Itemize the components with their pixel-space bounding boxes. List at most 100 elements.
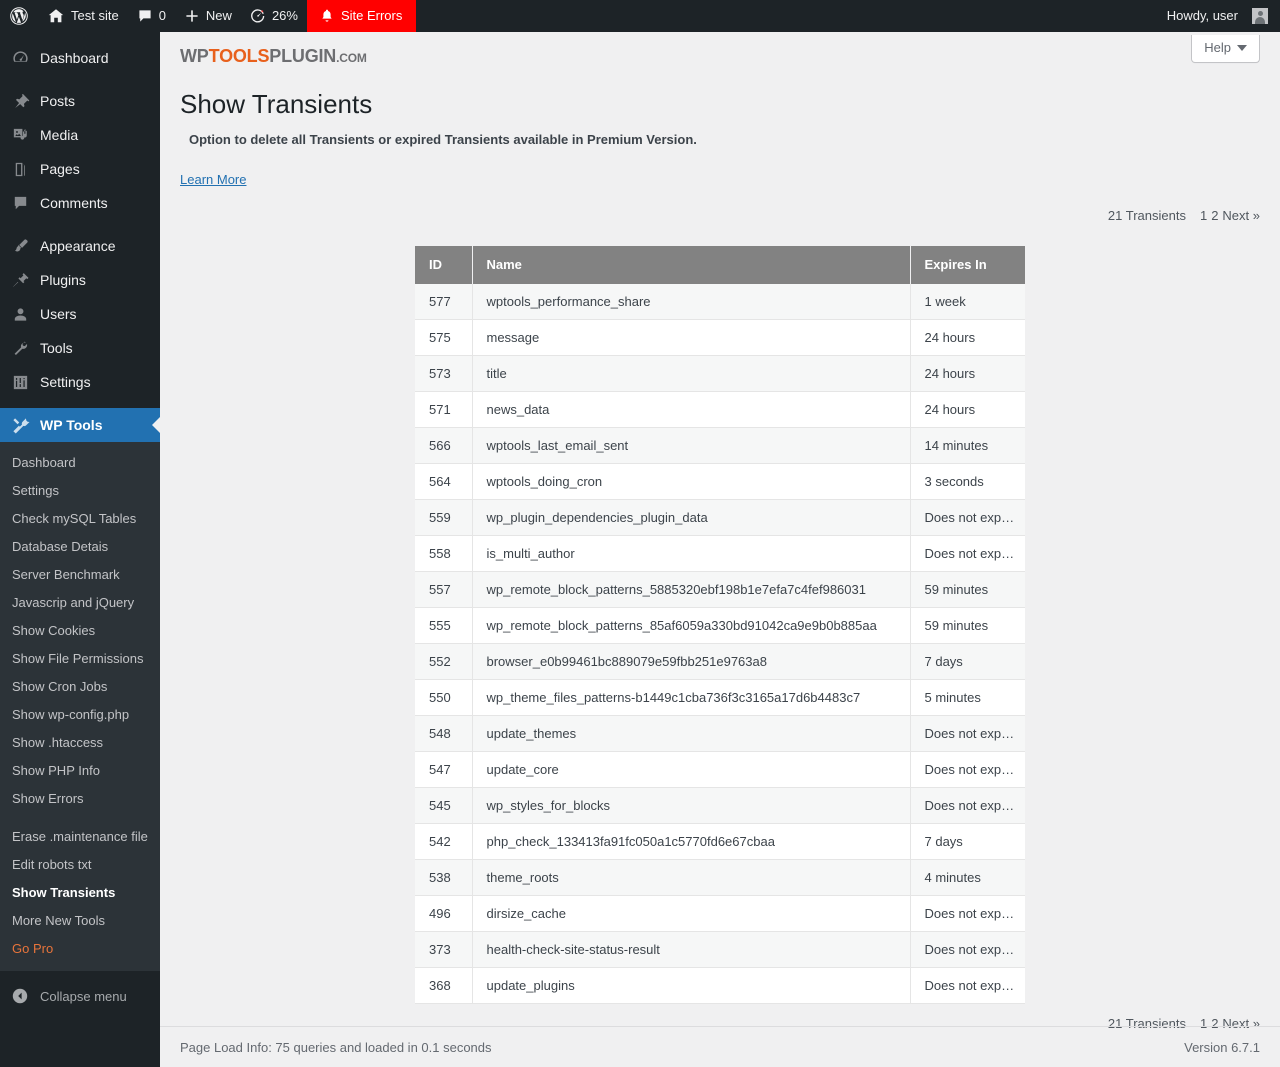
content-area: Help WPTOOLSPLUGIN.COM Show Transients O…: [160, 32, 1280, 1067]
admin-footer: Page Load Info: 75 queries and loaded in…: [160, 1026, 1280, 1067]
sidebar-item-label: Settings: [40, 374, 91, 390]
submenu-item-show-wp-config[interactable]: Show wp-config.php: [12, 707, 130, 722]
cell-expires-in: 7 days: [910, 643, 1025, 681]
sidebar-item-dashboard[interactable]: Dashboard: [0, 41, 160, 75]
new-content-menu[interactable]: New: [175, 0, 241, 32]
cell-id: 571: [415, 391, 473, 429]
brand-part-wp: WP: [180, 46, 209, 66]
sliders-icon: [10, 372, 30, 392]
table-row: 573 title 24 hours: [415, 355, 1025, 393]
sidebar-item-users[interactable]: Users: [0, 297, 160, 331]
page-1-link[interactable]: 1: [1199, 208, 1208, 224]
submenu-item-database-details[interactable]: Database Detais: [12, 539, 109, 554]
cell-id: 547: [415, 751, 473, 789]
learn-more-link[interactable]: Learn More: [180, 172, 247, 188]
comments-menu[interactable]: 0: [128, 0, 175, 32]
table-row: 538 theme_roots 4 minutes: [415, 859, 1025, 897]
submenu-item-javascript-and-jquery[interactable]: Javascrip and jQuery: [12, 595, 135, 610]
submenu-item-more-new-tools[interactable]: More New Tools: [12, 913, 105, 928]
sidebar-item-media[interactable]: Media: [0, 118, 160, 152]
table-row: 564 wptools_doing_cron 3 seconds: [415, 463, 1025, 501]
submenu-item-settings[interactable]: Settings: [12, 483, 59, 498]
submenu-item-show-transients[interactable]: Show Transients: [12, 885, 116, 900]
site-errors-menu[interactable]: Site Errors: [306, 0, 417, 32]
sidebar-item-pages[interactable]: Pages: [0, 152, 160, 186]
submenu-item-show-cron-jobs[interactable]: Show Cron Jobs: [12, 679, 108, 694]
cell-id: 575: [415, 319, 473, 357]
submenu-item-show-cookies[interactable]: Show Cookies: [12, 623, 96, 638]
submenu-item-show-errors[interactable]: Show Errors: [12, 791, 84, 806]
cell-name: update_themes: [472, 715, 911, 753]
wp-logo-menu[interactable]: [0, 0, 38, 32]
chevron-down-icon: [1237, 45, 1247, 51]
sidebar-item-settings[interactable]: Settings: [0, 365, 160, 399]
submenu-item-check-mysql-tables[interactable]: Check mySQL Tables: [12, 511, 137, 526]
page-2-link[interactable]: 2: [1211, 208, 1219, 224]
table-row: 577 wptools_performance_share 1 week: [415, 284, 1025, 321]
submenu-item-show-php-info[interactable]: Show PHP Info: [12, 763, 100, 778]
table-body: 577 wptools_performance_share 1 week 575 mes…: [415, 284, 1025, 1005]
submenu-item-show-htaccess[interactable]: Show .htaccess: [12, 735, 104, 750]
cell-expires-in: Does not expire: [910, 931, 1025, 969]
sidebar-item-label: Pages: [40, 161, 80, 177]
sidebar-item-label: Appearance: [40, 238, 116, 254]
submenu-separator: [0, 813, 160, 823]
submenu-item-server-benchmark[interactable]: Server Benchmark: [12, 567, 120, 582]
sidebar-item-wp-tools[interactable]: WP Tools: [0, 408, 160, 442]
table-row: 552 browser_e0b99461bc889079e59fbb251e976…: [415, 643, 1025, 681]
cell-id: 545: [415, 787, 473, 825]
howdy-label: Howdy, user: [1166, 8, 1238, 23]
brand-part-dotcom: .COM: [336, 51, 367, 65]
submenu-item-erase-maintenance-file[interactable]: Erase .maintenance file: [12, 829, 148, 844]
submenu-item-edit-robots-txt[interactable]: Edit robots txt: [12, 857, 92, 872]
my-account-menu[interactable]: Howdy, user: [1158, 0, 1280, 32]
table-row: 373 health-check-site-status-result Does n…: [415, 931, 1025, 969]
cell-id: 559: [415, 499, 473, 537]
site-name-menu[interactable]: Test site: [38, 0, 128, 32]
cell-expires-in: Does not expire: [910, 967, 1025, 1005]
sidebar-item-posts[interactable]: Posts: [0, 84, 160, 118]
sidebar-item-plugins[interactable]: Plugins: [0, 263, 160, 297]
cell-name: wp_plugin_dependencies_plugin_data: [472, 499, 911, 537]
submenu-item-dashboard[interactable]: Dashboard: [12, 455, 76, 470]
cell-expires-in: 59 minutes: [910, 571, 1025, 609]
cell-name: wp_remote_block_patterns_5885320ebf198b1…: [472, 571, 911, 609]
content-body: Help WPTOOLSPLUGIN.COM Show Transients O…: [160, 32, 1280, 1067]
next-page-link[interactable]: Next »: [1222, 1016, 1260, 1032]
bell-icon: [319, 8, 335, 24]
table-row: 559 wp_plugin_dependencies_plugin_data Doe…: [415, 499, 1025, 537]
cell-name: wp_theme_files_patterns-b1449c1cba736f3c…: [472, 679, 911, 717]
cell-name: wptools_last_email_sent: [472, 427, 911, 465]
home-icon: [47, 7, 65, 25]
cell-name: browser_e0b99461bc889079e59fbb251e9763a8: [472, 643, 911, 681]
table-header-row: ID Name Expires In: [415, 246, 1025, 285]
cell-id: 555: [415, 607, 473, 645]
transients-count: 21 Transients: [1107, 1016, 1186, 1032]
submenu-item-show-file-permissions[interactable]: Show File Permissions: [12, 651, 144, 666]
sidebar-item-label: Users: [40, 306, 77, 322]
cell-name: message: [472, 319, 911, 357]
cell-expires-in: 14 minutes: [910, 427, 1025, 465]
cell-name: is_multi_author: [472, 535, 911, 573]
sidebar-item-appearance[interactable]: Appearance: [0, 229, 160, 263]
table-row: 542 php_check_133413fa91fc050a1c5770fd6e6…: [415, 823, 1025, 861]
sidebar-item-tools[interactable]: Tools: [0, 331, 160, 365]
brand-part-plugin: PLUGIN: [269, 46, 337, 66]
help-button[interactable]: Help: [1191, 35, 1260, 63]
sidebar-item-comments[interactable]: Comments: [0, 186, 160, 220]
submenu-item-go-pro[interactable]: Go Pro: [12, 941, 54, 956]
performance-menu[interactable]: 26%: [241, 0, 307, 32]
next-page-link[interactable]: Next »: [1222, 208, 1260, 224]
page-1-link[interactable]: 1: [1199, 1016, 1208, 1032]
cell-name: news_data: [472, 391, 911, 429]
page-load-info: Page Load Info: 75 queries and loaded in…: [180, 1039, 492, 1055]
table-row: 555 wp_remote_block_patterns_85af6059a330…: [415, 607, 1025, 645]
column-header-expires-in: Expires In: [910, 246, 1025, 285]
cell-name: update_plugins: [472, 967, 911, 1005]
cell-id: 552: [415, 643, 473, 681]
cell-id: 538: [415, 859, 473, 897]
page-2-link[interactable]: 2: [1211, 1016, 1219, 1032]
collapse-menu-button[interactable]: Collapse menu: [0, 979, 160, 1013]
cell-expires-in: Does not expire: [910, 535, 1025, 573]
cell-expires-in: Does not expire: [910, 715, 1025, 753]
